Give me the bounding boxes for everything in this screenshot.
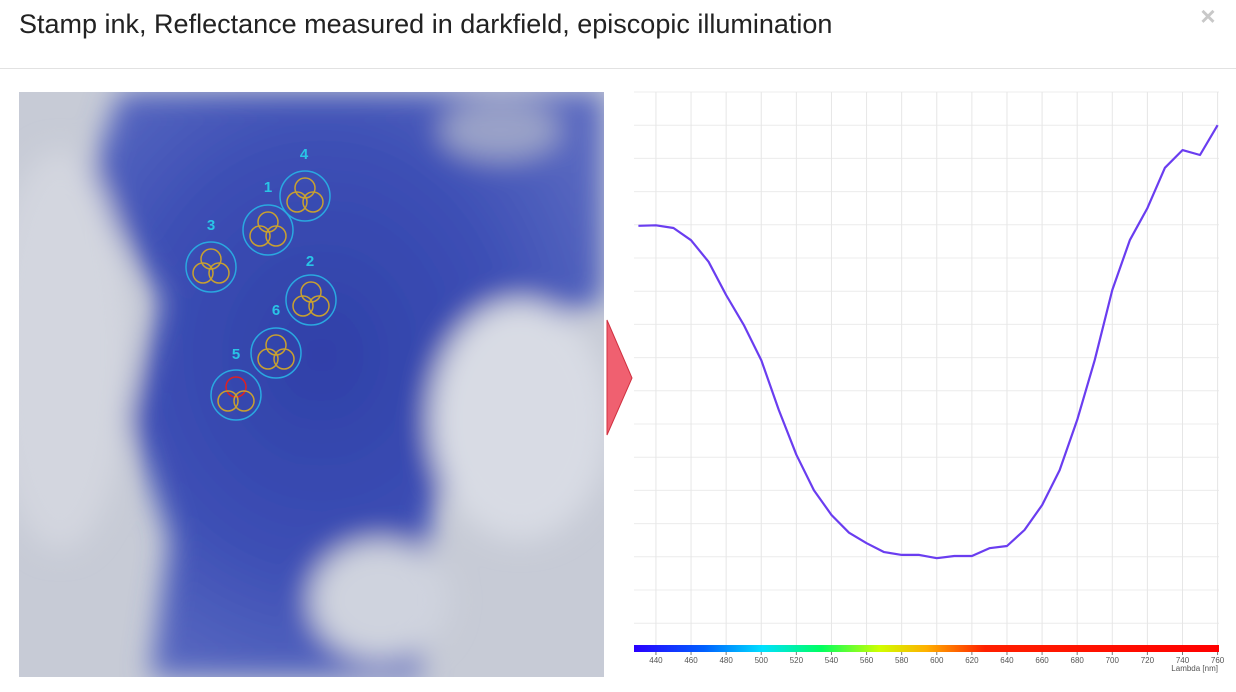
x-tick-label: 540 bbox=[825, 656, 839, 665]
x-tick-label: 600 bbox=[930, 656, 944, 665]
spot-label: 4 bbox=[300, 146, 309, 163]
spot-ring bbox=[185, 241, 237, 293]
x-tick-label: 440 bbox=[649, 656, 663, 665]
spot-sub bbox=[265, 225, 287, 247]
spectrum-line bbox=[638, 124, 1219, 560]
close-button[interactable]: × bbox=[1200, 1, 1215, 31]
spot-sub bbox=[265, 334, 287, 356]
x-tick-label: 500 bbox=[755, 656, 769, 665]
spot-sub bbox=[257, 348, 279, 370]
arrow bbox=[606, 319, 633, 436]
spot-sub bbox=[200, 248, 222, 270]
spot-label: 2 bbox=[306, 253, 314, 270]
modal-title: Stamp ink, Reflectance measured in darkf… bbox=[19, 9, 832, 39]
x-axis-label: Lambda [nm] bbox=[1171, 664, 1218, 673]
spot-sub bbox=[300, 281, 322, 303]
x-tick-label: 760 bbox=[1211, 656, 1225, 665]
x-tick-label: 680 bbox=[1071, 656, 1085, 665]
spot-sub bbox=[308, 295, 330, 317]
x-tick-label: 740 bbox=[1176, 656, 1190, 665]
x-tick-label: 660 bbox=[1035, 656, 1049, 665]
spots: 1 2 3 4 5 6 bbox=[185, 146, 337, 421]
spectrum-bar bbox=[634, 645, 1219, 652]
spot-label: 1 bbox=[264, 179, 272, 196]
spot-sub bbox=[225, 376, 247, 398]
x-tick-label: 720 bbox=[1141, 656, 1155, 665]
x-tick-label: 700 bbox=[1106, 656, 1120, 665]
spot-sub bbox=[217, 390, 239, 412]
spot-label: 3 bbox=[207, 217, 215, 234]
spot-ring bbox=[279, 170, 331, 222]
x-tick-label: 620 bbox=[965, 656, 979, 665]
spot-ring bbox=[210, 369, 262, 421]
spot-sub bbox=[257, 211, 279, 233]
spot-sub bbox=[192, 262, 214, 284]
x-tick-label: 460 bbox=[684, 656, 698, 665]
spot-sub bbox=[286, 191, 308, 213]
spot-ring bbox=[285, 274, 337, 326]
spot-sub bbox=[292, 295, 314, 317]
spot-ring bbox=[242, 204, 294, 256]
x-tick-label: 480 bbox=[719, 656, 733, 665]
spot-sub bbox=[294, 177, 316, 199]
spot-sub bbox=[233, 390, 255, 412]
x-tick-label: 560 bbox=[860, 656, 874, 665]
chart: 440 460 480 500 520 540 560 580 600 620 640 660 680 7… bbox=[634, 91, 1225, 673]
spot-sub bbox=[208, 262, 230, 284]
spot-sub bbox=[249, 225, 271, 247]
x-tick-label: 640 bbox=[1000, 656, 1014, 665]
spot-sub bbox=[273, 348, 295, 370]
spot-ring bbox=[250, 327, 302, 379]
spot-label: 5 bbox=[232, 346, 240, 363]
spot-label: 6 bbox=[272, 302, 280, 319]
spot-sub bbox=[302, 191, 324, 213]
x-tick-label: 520 bbox=[790, 656, 804, 665]
x-tick-label: 580 bbox=[895, 656, 909, 665]
micrograph bbox=[19, 92, 604, 677]
